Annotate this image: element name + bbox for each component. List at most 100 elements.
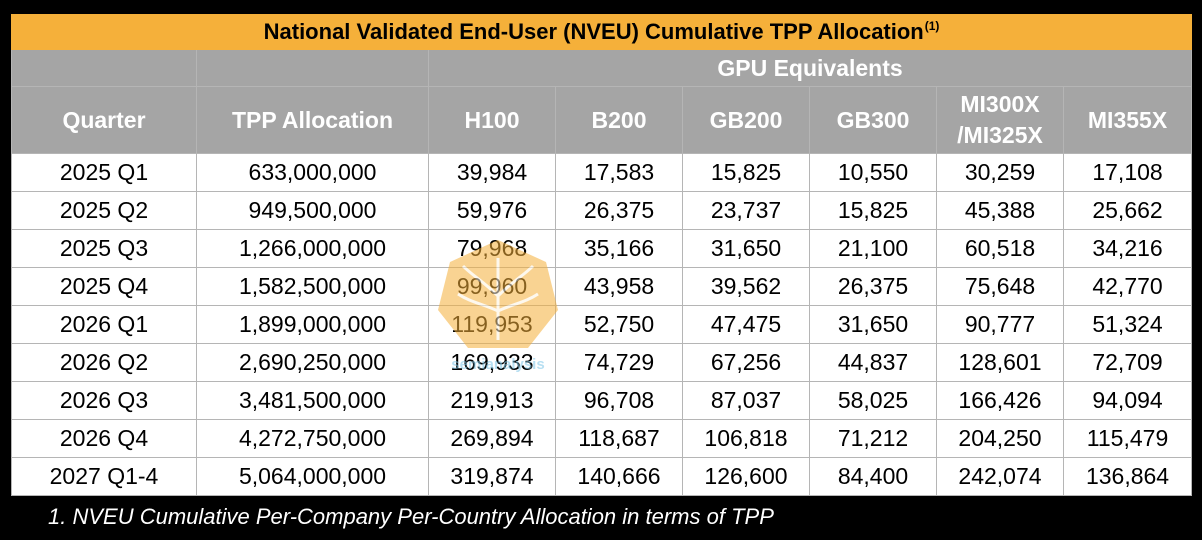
- table-row: 2027 Q1-4 5,064,000,000 319,874 140,666 126,…: [11, 457, 1193, 496]
- cell-mi355x: 51,324: [1062, 305, 1193, 344]
- cell-b200: 74,729: [555, 343, 683, 382]
- cell-quarter: 2025 Q1: [11, 153, 197, 192]
- cell-gb300: 31,650: [809, 305, 937, 344]
- cell-h100: 99,960: [428, 267, 556, 306]
- cell-h100: 59,976: [428, 191, 556, 230]
- cell-tpp-allocation: 5,064,000,000: [196, 457, 429, 496]
- column-header-mi300x-line1: MI300X: [960, 91, 1040, 117]
- cell-h100: 269,894: [428, 419, 556, 458]
- cell-gb200: 87,037: [682, 381, 810, 420]
- cell-mi300x-mi325x: 204,250: [936, 419, 1064, 458]
- cell-tpp-allocation: 1,899,000,000: [196, 305, 429, 344]
- table-row: 2026 Q2 2,690,250,000 169,933 74,729 67,256 4…: [11, 343, 1193, 382]
- table-title: National Validated End-User (NVEU) Cumul…: [10, 14, 1193, 50]
- cell-quarter: 2025 Q4: [11, 267, 197, 306]
- table-row: 2026 Q1 1,899,000,000 119,953 52,750 47,475 3…: [11, 305, 1193, 344]
- cell-tpp-allocation: 2,690,250,000: [196, 343, 429, 382]
- title-footnote-marker: (1): [924, 19, 940, 33]
- cell-b200: 118,687: [555, 419, 683, 458]
- nveu-allocation-table: National Validated End-User (NVEU) Cumul…: [10, 14, 1193, 496]
- cell-gb300: 71,212: [809, 419, 937, 458]
- cell-mi300x-mi325x: 30,259: [936, 153, 1064, 192]
- footnote: 1. NVEU Cumulative Per-Company Per-Count…: [48, 504, 774, 529]
- cell-quarter: 2026 Q3: [11, 381, 197, 420]
- cell-h100: 219,913: [428, 381, 556, 420]
- cell-gb300: 15,825: [809, 191, 937, 230]
- cell-gb300: 21,100: [809, 229, 937, 268]
- column-header-quarter: Quarter: [11, 86, 197, 154]
- cell-gb200: 31,650: [682, 229, 810, 268]
- cell-tpp-allocation: 3,481,500,000: [196, 381, 429, 420]
- column-header-b200: B200: [555, 86, 683, 154]
- cell-gb300: 26,375: [809, 267, 937, 306]
- table-row: 2025 Q3 1,266,000,000 79,968 35,166 31,650 21…: [11, 229, 1193, 268]
- cell-h100: 319,874: [428, 457, 556, 496]
- cell-tpp-allocation: 4,272,750,000: [196, 419, 429, 458]
- cell-quarter: 2025 Q2: [11, 191, 197, 230]
- column-header-h100: H100: [428, 86, 556, 154]
- cell-mi300x-mi325x: 45,388: [936, 191, 1064, 230]
- group-header-row: GPU Equivalents: [11, 49, 1193, 87]
- cell-gb300: 84,400: [809, 457, 937, 496]
- cell-b200: 43,958: [555, 267, 683, 306]
- cell-h100: 79,968: [428, 229, 556, 268]
- cell-h100: 169,933: [428, 343, 556, 382]
- cell-mi300x-mi325x: 242,074: [936, 457, 1064, 496]
- cell-tpp-allocation: 633,000,000: [196, 153, 429, 192]
- cell-quarter: 2026 Q1: [11, 305, 197, 344]
- cell-mi355x: 115,479: [1062, 419, 1193, 458]
- cell-mi300x-mi325x: 90,777: [936, 305, 1064, 344]
- cell-gb200: 23,737: [682, 191, 810, 230]
- cell-b200: 96,708: [555, 381, 683, 420]
- cell-mi355x: 136,864: [1062, 457, 1193, 496]
- cell-gb200: 106,818: [682, 419, 810, 458]
- cell-gb200: 126,600: [682, 457, 810, 496]
- gpu-equivalents-header: GPU Equivalents: [427, 49, 1193, 87]
- cell-b200: 17,583: [555, 153, 683, 192]
- cell-gb300: 10,550: [809, 153, 937, 192]
- cell-mi355x: 72,709: [1062, 343, 1193, 382]
- cell-gb200: 47,475: [682, 305, 810, 344]
- column-header-mi300x-mi325x: MI300X/MI325X: [936, 86, 1064, 154]
- table-row: 2026 Q4 4,272,750,000 269,894 118,687 106,81…: [11, 419, 1193, 458]
- cell-gb300: 58,025: [809, 381, 937, 420]
- cell-mi300x-mi325x: 128,601: [936, 343, 1064, 382]
- cell-b200: 52,750: [555, 305, 683, 344]
- group-header-empty-tpp: [196, 49, 429, 87]
- column-header-gb200: GB200: [682, 86, 810, 154]
- table-row: 2025 Q1 633,000,000 39,984 17,583 15,825 10,5…: [11, 153, 1193, 192]
- cell-mi355x: 42,770: [1062, 267, 1193, 306]
- cell-gb200: 15,825: [682, 153, 810, 192]
- cell-gb200: 39,562: [682, 267, 810, 306]
- table-title-text: National Validated End-User (NVEU) Cumul…: [263, 19, 924, 44]
- cell-quarter: 2027 Q1-4: [11, 457, 197, 496]
- cell-b200: 35,166: [555, 229, 683, 268]
- cell-mi300x-mi325x: 60,518: [936, 229, 1064, 268]
- nveu-table-frame: National Validated End-User (NVEU) Cumul…: [10, 14, 1193, 496]
- cell-mi355x: 17,108: [1062, 153, 1193, 192]
- column-header-tpp: TPP Allocation: [196, 86, 429, 154]
- cell-mi300x-mi325x: 166,426: [936, 381, 1064, 420]
- column-header-mi300x-line2: /MI325X: [957, 122, 1043, 148]
- table-body: 2025 Q1 633,000,000 39,984 17,583 15,825 10,5…: [11, 153, 1193, 496]
- cell-b200: 140,666: [555, 457, 683, 496]
- column-header-row: Quarter TPP Allocation H100 B200 GB200 G…: [11, 86, 1193, 154]
- cell-tpp-allocation: 949,500,000: [196, 191, 429, 230]
- cell-quarter: 2026 Q2: [11, 343, 197, 382]
- column-header-mi355x: MI355X: [1062, 86, 1193, 154]
- table-row: 2026 Q3 3,481,500,000 219,913 96,708 87,037 5…: [11, 381, 1193, 420]
- cell-quarter: 2025 Q3: [11, 229, 197, 268]
- group-header-empty-quarter: [11, 49, 197, 87]
- cell-mi300x-mi325x: 75,648: [936, 267, 1064, 306]
- cell-b200: 26,375: [555, 191, 683, 230]
- cell-h100: 119,953: [428, 305, 556, 344]
- cell-mi355x: 25,662: [1062, 191, 1193, 230]
- cell-mi355x: 94,094: [1062, 381, 1193, 420]
- cell-mi355x: 34,216: [1062, 229, 1193, 268]
- cell-quarter: 2026 Q4: [11, 419, 197, 458]
- title-row: National Validated End-User (NVEU) Cumul…: [10, 14, 1193, 50]
- cell-gb200: 67,256: [682, 343, 810, 382]
- cell-tpp-allocation: 1,582,500,000: [196, 267, 429, 306]
- cell-h100: 39,984: [428, 153, 556, 192]
- cell-gb300: 44,837: [809, 343, 937, 382]
